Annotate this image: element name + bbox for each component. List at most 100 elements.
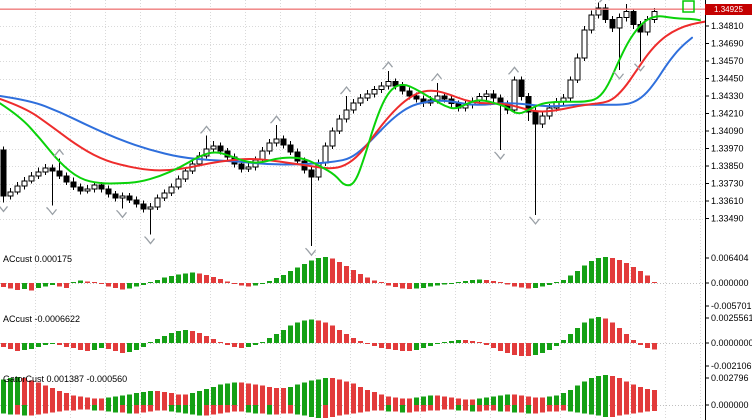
price-axis-label: 1.34570 (711, 56, 744, 66)
histogram-bar (8, 283, 13, 289)
histogram-bar (288, 386, 293, 405)
histogram-bar (610, 405, 615, 417)
candle-bearish (630, 11, 637, 26)
histogram-bar (624, 381, 629, 405)
histogram-bar (85, 405, 90, 410)
indicator-scale-label: 0.0000000 (711, 338, 752, 348)
histogram-bar (442, 341, 447, 343)
histogram-bar (519, 343, 524, 357)
histogram-bar (344, 381, 349, 405)
candle-bullish (581, 29, 588, 59)
histogram-bar (162, 277, 167, 283)
histogram-bar (617, 405, 622, 416)
histogram-bar (176, 330, 181, 343)
histogram-bar (386, 283, 391, 286)
histogram-bar (589, 261, 594, 283)
histogram-bar (190, 272, 195, 283)
histogram-bar (589, 318, 594, 343)
price-axis-label: 1.33850 (711, 161, 744, 171)
candle-bearish (518, 79, 525, 98)
histogram-bar (260, 405, 265, 414)
histogram-bar (596, 405, 601, 416)
histogram-bar (645, 405, 650, 412)
fractal-down-icon (116, 209, 128, 219)
histogram-bar (71, 405, 76, 411)
histogram-bar (190, 393, 195, 405)
histogram-bar (337, 379, 342, 405)
candle-bearish (308, 169, 315, 178)
candle-bullish (434, 95, 441, 101)
histogram-bar (43, 283, 48, 287)
price-axis[interactable]: 1.34810 1.34690 1.34570 1.34450 1.34330 1.342… (705, 0, 752, 420)
histogram-bar (29, 283, 34, 291)
histogram-bar (246, 343, 251, 348)
histogram-bar (456, 398, 461, 405)
histogram-bar (561, 279, 566, 283)
histogram-bar (617, 327, 622, 343)
indicator-scale-label: 0.000000 (711, 278, 749, 288)
candle-bullish (567, 79, 574, 99)
histogram-bar (393, 397, 398, 405)
histogram-bar (456, 282, 461, 283)
histogram-bar (554, 395, 559, 405)
histogram-bar (463, 399, 468, 405)
candle-bearish (413, 95, 420, 100)
histogram-bar (477, 405, 482, 412)
histogram-bar (540, 397, 545, 405)
histogram-bar (183, 273, 188, 283)
histogram-bar (57, 283, 62, 287)
histogram-bar (162, 335, 167, 343)
candle-bullish (175, 178, 182, 188)
histogram-bar (309, 260, 314, 283)
histogram-bar (127, 405, 132, 414)
candle-bullish (336, 118, 343, 132)
histogram-bar (218, 278, 223, 283)
price-axis-label: 1.34090 (711, 126, 744, 136)
histogram-bar (624, 333, 629, 343)
alligator-lips-line (0, 15, 701, 187)
histogram-bar (1, 343, 6, 348)
histogram-bar (225, 343, 230, 346)
histogram-bar (323, 322, 328, 343)
histogram-bar (267, 337, 272, 343)
histogram-bar (22, 378, 27, 405)
histogram-bar (316, 258, 321, 283)
histogram-bar (568, 275, 573, 283)
histogram-bar (505, 394, 510, 405)
histogram-bar (155, 391, 160, 405)
histogram-bar (120, 343, 125, 354)
histogram-bar (22, 283, 27, 290)
histogram-bar (589, 405, 594, 415)
histogram-bar (141, 405, 146, 413)
order-marker-square[interactable] (682, 0, 695, 13)
histogram-bar (652, 405, 657, 411)
histogram-bar (603, 405, 608, 417)
candle-bearish (140, 203, 147, 210)
indicator-scale-label: -0.005701 (711, 301, 752, 311)
histogram-bar (120, 405, 125, 413)
candle-bearish (441, 95, 448, 100)
histogram-bar (407, 398, 412, 405)
histogram-bar (169, 405, 174, 412)
histogram-bar (372, 392, 377, 405)
histogram-bar (477, 398, 482, 405)
histogram-bar (414, 405, 419, 412)
indicator-histograms (0, 257, 705, 418)
histogram-bar (64, 343, 69, 348)
histogram-bar (148, 391, 153, 405)
histogram-bar (351, 383, 356, 405)
histogram-bar (190, 405, 195, 415)
candle-bullish (273, 138, 280, 144)
candle-bullish (574, 57, 581, 81)
histogram-bar (435, 395, 440, 405)
candle-bullish (14, 185, 21, 193)
histogram-bar (36, 382, 41, 405)
histogram-bar (330, 378, 335, 405)
histogram-bar (197, 405, 202, 416)
indicator-scale-label: 0.000000 (711, 400, 749, 410)
histogram-bar (190, 330, 195, 343)
candle-bearish (609, 19, 616, 29)
histogram-bar (421, 343, 426, 349)
